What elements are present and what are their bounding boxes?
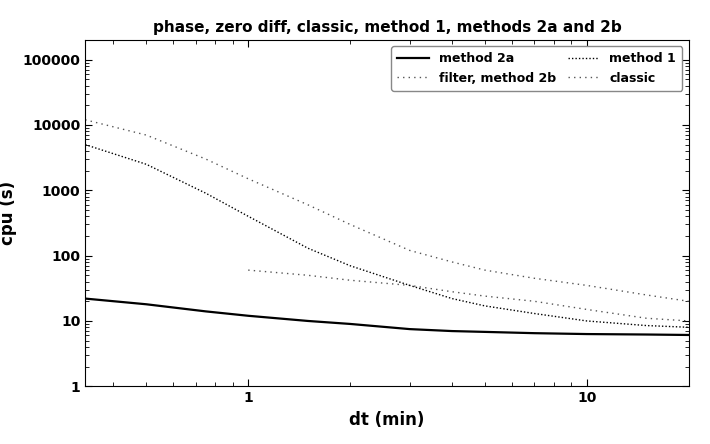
filter, method 2b	[346, 278, 354, 283]
method 1	[684, 325, 693, 330]
method 1	[642, 323, 650, 328]
filter, method 2b	[684, 318, 693, 324]
Y-axis label: cpu (s): cpu (s)	[0, 181, 17, 245]
method 2a	[582, 331, 591, 337]
filter, method 2b	[405, 283, 414, 288]
method 2a	[684, 332, 693, 337]
classic	[202, 156, 210, 162]
classic	[642, 292, 650, 297]
Line: filter, method 2b: filter, method 2b	[248, 270, 689, 321]
classic	[81, 117, 89, 123]
method 2a	[642, 332, 650, 337]
method 2a	[448, 329, 457, 334]
method 1	[202, 190, 210, 196]
method 2a	[142, 301, 151, 307]
classic	[304, 202, 312, 207]
Legend: method 2a, filter, method 2b, method 1, classic: method 2a, filter, method 2b, method 1, …	[391, 46, 682, 91]
method 1	[405, 283, 414, 288]
classic	[405, 248, 414, 253]
classic	[244, 176, 253, 182]
filter, method 2b	[582, 307, 591, 312]
Line: method 1: method 1	[85, 145, 689, 327]
method 1	[304, 246, 312, 251]
classic	[481, 267, 489, 273]
classic	[346, 222, 354, 227]
method 2a	[244, 313, 253, 318]
classic	[142, 132, 151, 138]
method 2a	[304, 318, 312, 324]
method 1	[582, 318, 591, 324]
method 2a	[530, 330, 539, 336]
filter, method 2b	[530, 299, 539, 304]
method 1	[448, 296, 457, 301]
method 1	[530, 311, 539, 316]
X-axis label: dt (min): dt (min)	[349, 411, 425, 429]
filter, method 2b	[448, 289, 457, 294]
classic	[448, 259, 457, 265]
method 1	[81, 142, 89, 147]
filter, method 2b	[304, 273, 312, 278]
Line: classic: classic	[85, 120, 689, 301]
method 2a	[405, 326, 414, 332]
method 1	[244, 214, 253, 219]
Title: phase, zero diff, classic, method 1, methods 2a and 2b: phase, zero diff, classic, method 1, met…	[153, 20, 621, 35]
method 2a	[346, 321, 354, 327]
classic	[582, 283, 591, 288]
Line: method 2a: method 2a	[85, 298, 689, 335]
method 2a	[81, 296, 89, 301]
classic	[684, 299, 693, 304]
method 1	[346, 263, 354, 269]
method 1	[142, 162, 151, 167]
filter, method 2b	[244, 267, 253, 273]
filter, method 2b	[642, 316, 650, 321]
classic	[530, 276, 539, 281]
method 2a	[202, 309, 210, 314]
method 1	[481, 303, 489, 309]
filter, method 2b	[481, 293, 489, 299]
method 2a	[481, 329, 489, 335]
